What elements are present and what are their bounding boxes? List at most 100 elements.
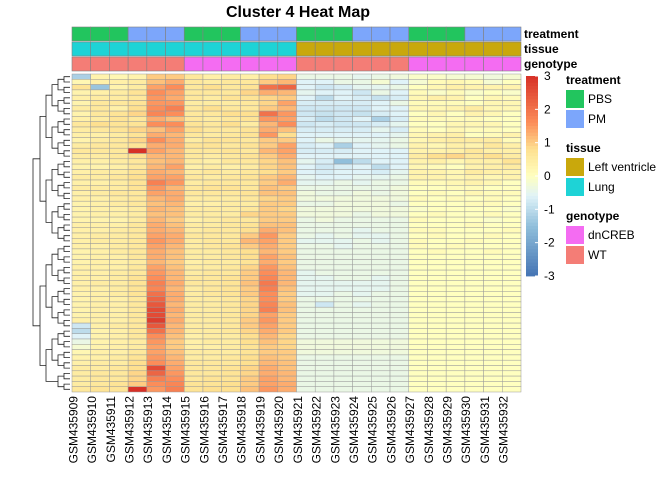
heatmap-cell bbox=[165, 147, 185, 154]
heatmap-cell bbox=[352, 89, 372, 96]
heatmap-cell bbox=[464, 338, 484, 345]
heatmap-cell bbox=[90, 137, 110, 144]
heatmap-cell bbox=[483, 216, 503, 223]
heatmap-cell bbox=[389, 227, 410, 234]
heatmap-cell bbox=[127, 73, 148, 80]
colorbar-tick-label: 3 bbox=[544, 69, 551, 83]
heatmap-cell bbox=[296, 253, 316, 260]
heatmap-cell bbox=[371, 158, 391, 165]
heatmap-cell bbox=[314, 296, 335, 303]
heatmap-cell bbox=[389, 153, 410, 160]
heatmap-cell bbox=[258, 200, 279, 207]
heatmap-cell bbox=[221, 333, 241, 340]
heatmap-cell bbox=[296, 306, 316, 313]
dendrogram-branch bbox=[63, 277, 70, 284]
heatmap-cell bbox=[71, 253, 91, 260]
heatmap-cell bbox=[184, 132, 204, 138]
heatmap-cell bbox=[389, 264, 410, 271]
heatmap-cell bbox=[165, 338, 185, 345]
heatmap-cell bbox=[277, 344, 297, 350]
column-label: GSM435928 bbox=[422, 396, 436, 464]
colorbar-segment bbox=[526, 226, 538, 230]
heatmap-cell bbox=[240, 306, 260, 313]
heatmap-cell bbox=[314, 359, 335, 366]
heatmap-cell bbox=[483, 317, 503, 324]
heatmap-cell bbox=[90, 333, 110, 340]
heatmap-cell bbox=[146, 121, 166, 128]
heatmap-cell bbox=[127, 185, 148, 191]
heatmap-cell bbox=[464, 285, 484, 292]
heatmap-cell bbox=[90, 238, 110, 244]
heatmap-cell bbox=[146, 354, 166, 361]
dendrogram-branch bbox=[51, 84, 58, 107]
heatmap-cell bbox=[258, 174, 279, 181]
heatmap-cell bbox=[277, 354, 297, 361]
heatmap-cell bbox=[427, 243, 447, 250]
heatmap-cell bbox=[408, 185, 428, 191]
heatmap-cell bbox=[371, 301, 391, 308]
heatmap-cell bbox=[483, 132, 503, 138]
heatmap-cell bbox=[221, 381, 241, 387]
heatmap-cell bbox=[296, 73, 316, 80]
heatmap-cell bbox=[445, 227, 466, 234]
heatmap-cell bbox=[427, 375, 447, 382]
heatmap-cell bbox=[240, 94, 260, 101]
heatmap-cell bbox=[277, 222, 297, 228]
heatmap-cell bbox=[165, 243, 185, 250]
heatmap-cell bbox=[90, 285, 110, 292]
heatmap-cell bbox=[371, 222, 391, 228]
heatmap-cell bbox=[464, 142, 484, 149]
heatmap-cell bbox=[483, 296, 503, 303]
heatmap-cell bbox=[146, 158, 166, 165]
heatmap-cell bbox=[184, 243, 204, 250]
heatmap-cell bbox=[464, 312, 484, 319]
heatmap-cell bbox=[352, 105, 372, 112]
dendrogram-branch bbox=[63, 150, 70, 157]
heatmap-cell bbox=[445, 216, 466, 223]
heatmap-cell bbox=[240, 179, 260, 186]
heatmap-cell bbox=[277, 137, 297, 144]
heatmap-cell bbox=[314, 306, 335, 313]
heatmap-cell bbox=[502, 126, 522, 133]
heatmap-cell bbox=[184, 238, 204, 244]
heatmap-cell bbox=[408, 317, 428, 324]
heatmap-cell bbox=[314, 232, 335, 239]
heatmap-cell bbox=[464, 280, 484, 287]
heatmap-cell bbox=[371, 375, 391, 382]
heatmap-cell bbox=[240, 285, 260, 292]
column-label: GSM435932 bbox=[497, 396, 511, 464]
heatmap-cell bbox=[71, 121, 91, 128]
heatmap-cell bbox=[427, 110, 447, 117]
heatmap-cell bbox=[202, 312, 222, 319]
heatmap-cell bbox=[90, 232, 110, 239]
heatmap-cell bbox=[464, 211, 484, 218]
heatmap-cell bbox=[314, 291, 335, 297]
heatmap-cell bbox=[352, 285, 372, 292]
heatmap-cell bbox=[296, 312, 316, 319]
heatmap-cell bbox=[427, 264, 447, 271]
colorbar-segment bbox=[526, 129, 538, 134]
heatmap-cell bbox=[146, 94, 166, 101]
heatmap-cell bbox=[258, 333, 279, 340]
heatmap-cell bbox=[333, 253, 353, 260]
heatmap-cell bbox=[333, 137, 353, 144]
heatmap-cell bbox=[408, 174, 428, 181]
heatmap-cell bbox=[314, 243, 335, 250]
heatmap-cell bbox=[408, 328, 428, 334]
heatmap-cell bbox=[502, 386, 522, 393]
dendrogram-branch bbox=[51, 126, 58, 149]
dendrogram-branch bbox=[57, 206, 64, 218]
heatmap-cell bbox=[445, 163, 466, 170]
heatmap-cell bbox=[146, 344, 166, 350]
colorbar-segment bbox=[526, 166, 538, 170]
heatmap-cell bbox=[277, 375, 297, 382]
heatmap-cell bbox=[352, 110, 372, 117]
heatmap-cell bbox=[445, 296, 466, 303]
heatmap-cell bbox=[258, 132, 279, 138]
heatmap-cell bbox=[408, 137, 428, 144]
heatmap-cell bbox=[502, 375, 522, 382]
colorbar-segment bbox=[526, 229, 538, 234]
heatmap-cell bbox=[146, 365, 166, 372]
heatmap-cell bbox=[202, 147, 222, 154]
heatmap-cell bbox=[258, 190, 279, 197]
